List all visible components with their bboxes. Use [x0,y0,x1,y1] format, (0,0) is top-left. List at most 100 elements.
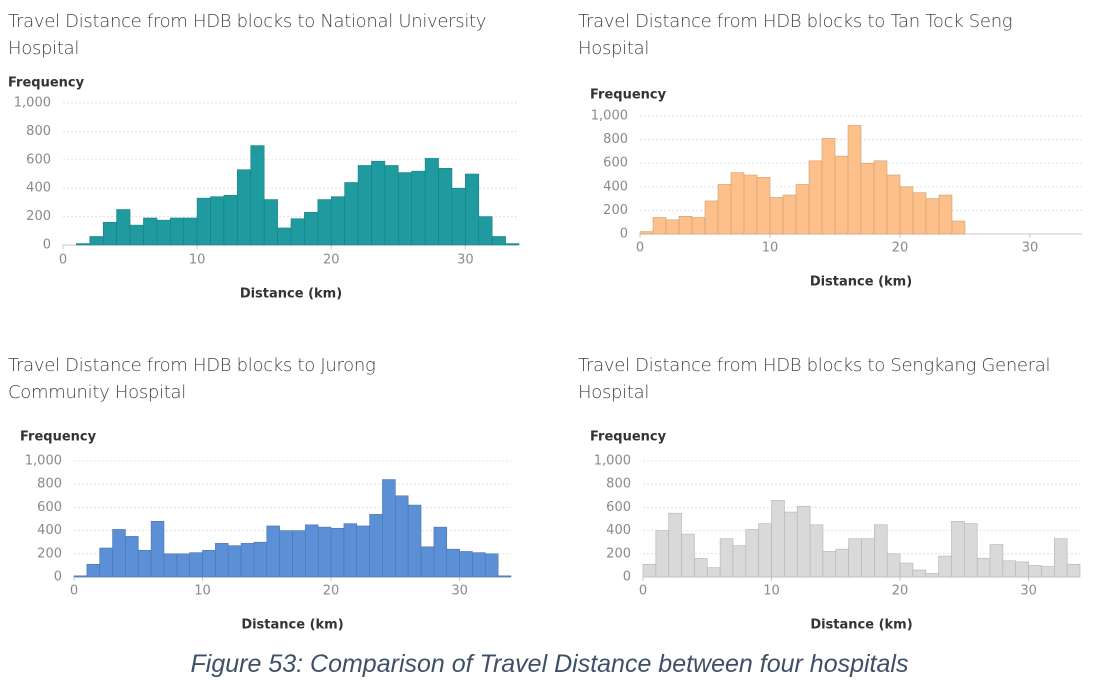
histogram-bar [756,177,771,235]
x-tick-label: 30 [1022,241,1039,256]
histogram-bar [395,495,409,578]
x-tick-label: 10 [194,584,211,599]
x-tick-label: 30 [457,253,474,268]
y-tick-label: 0 [623,570,631,585]
histogram-bar [484,553,499,578]
histogram-bar [505,243,520,246]
histogram-bar [465,173,480,246]
histogram-bar [1002,560,1017,578]
histogram-bar [925,573,939,578]
y-tick-label: 400 [606,523,631,538]
y-axis-label: Frequency [20,430,97,445]
histogram-bar [86,563,101,578]
histogram-bar [433,526,448,578]
histogram-bar [938,555,952,578]
x-tick-label: 0 [639,584,647,599]
histogram-bar [277,227,292,246]
histogram-bar [169,217,185,246]
histogram-bar [196,197,211,246]
histogram-bar [732,545,747,578]
y-axis-label: Frequency [8,76,85,91]
histogram-bar [472,552,486,578]
y-tick-label: 200 [26,209,51,224]
histogram-bar [822,551,837,578]
histogram-bar [899,186,914,235]
histogram-bar [782,194,797,235]
histogram-bar [202,550,216,578]
histogram-bar [156,219,171,246]
y-tick-label: 600 [37,500,62,515]
histogram-bar [266,525,280,578]
histogram-bar [384,165,399,246]
histogram-bar [719,538,734,578]
histogram-bar [478,216,493,246]
histogram-bar [369,514,383,578]
x-axis-label: Distance (km) [241,618,343,633]
histogram-bar [497,575,512,578]
histogram-bar [951,220,966,235]
histogram-bar [76,243,91,246]
histogram-bar [642,563,657,578]
y-tick-label: 400 [26,181,51,196]
histogram-bar [240,543,255,578]
histogram-bar [263,199,278,246]
y-tick-label: 1,000 [594,454,631,469]
histogram-bar [330,196,345,246]
histogram-bar [125,536,139,578]
x-tick-label: 20 [892,241,909,256]
y-axis-label: Frequency [590,430,667,445]
x-axis-label: Distance (km) [240,287,342,302]
y-tick-label: 200 [606,546,631,561]
x-tick-label: 0 [636,241,644,256]
y-tick-label: 400 [603,179,628,194]
histogram-bar [344,182,359,246]
histogram-bar [1028,565,1042,578]
histogram-bar [407,504,422,578]
histogram-bar [112,529,126,578]
histogram-bar [743,174,758,235]
histogram-bar [860,162,875,235]
chart-title: Travel Distance from HDB blocks to Juron… [8,355,376,403]
y-tick-label: 0 [43,238,51,253]
histogram-bar [102,221,117,246]
histogram-bar [861,538,875,578]
histogram-bar [681,533,695,578]
histogram-bar [446,548,460,578]
histogram-bar [745,529,759,578]
histogram-bar [1053,538,1068,578]
y-tick-label: 800 [26,124,51,139]
histogram-bar [730,172,745,235]
x-tick-label: 20 [323,584,340,599]
histogram-bar [717,184,732,235]
histogram-bar [951,521,965,578]
histogram-bar [189,552,203,578]
histogram-bar [886,553,901,578]
y-tick-label: 1,000 [25,454,62,469]
x-tick-label: 20 [892,584,909,599]
histogram-bar [290,218,305,246]
chart-title: Travel Distance from HDB blocks to Tan T… [578,11,1013,59]
histogram-bar [639,231,654,235]
histogram-bar [809,524,824,578]
x-tick-label: 10 [189,253,206,268]
x-tick-label: 30 [451,584,468,599]
histogram-bar [317,199,332,246]
histogram-bar [279,530,293,578]
histogram-bar [834,155,849,235]
histogram-bar [491,236,506,246]
histogram-bar [424,158,439,246]
histogram-bar [668,512,682,578]
y-tick-label: 400 [37,523,62,538]
histogram-bar [210,196,225,246]
y-tick-label: 200 [603,203,628,218]
histogram-bar [89,236,104,246]
histogram-bar [397,172,413,246]
histogram-bar [163,553,178,578]
histogram-bar [237,169,252,246]
y-axis-label: Frequency [590,88,667,103]
histogram-bar [150,521,165,578]
histogram-bar [343,523,358,578]
histogram-bar [771,500,785,578]
y-tick-label: 1,000 [591,109,628,124]
